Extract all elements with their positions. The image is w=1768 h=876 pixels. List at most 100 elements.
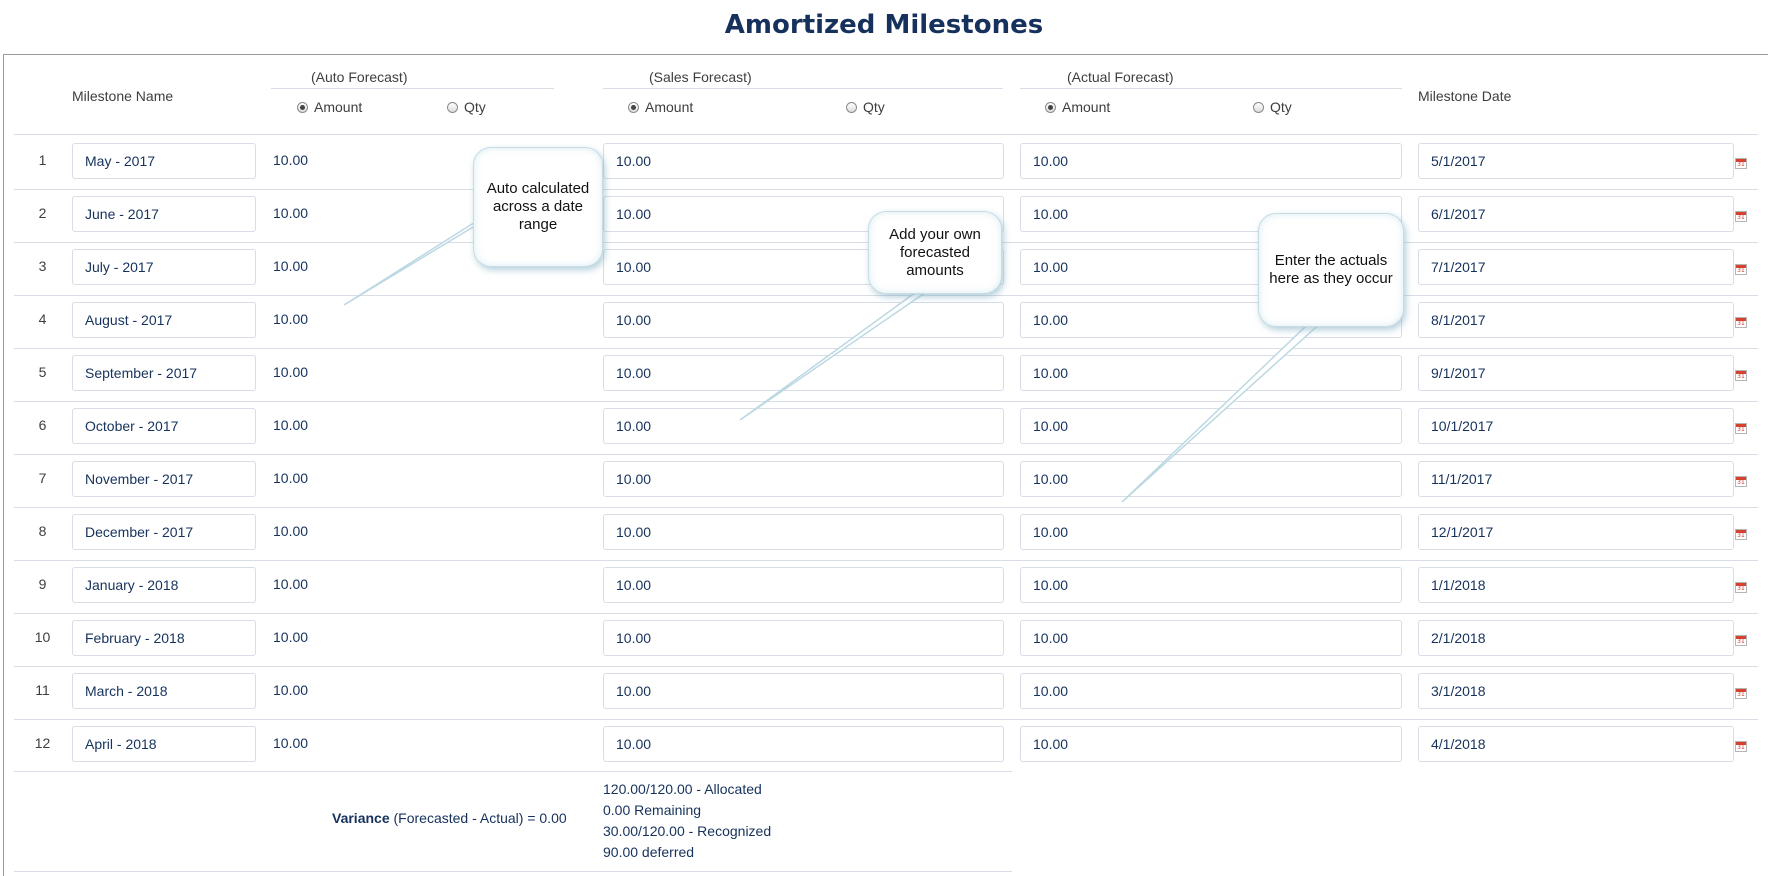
row-number: 2 [38, 205, 47, 221]
actual-forecast-input[interactable]: 10.00 [1020, 408, 1402, 444]
allocated-summary: 120.00/120.00 - Allocated [603, 781, 762, 797]
footer-top-line [14, 771, 1012, 772]
radio-circle[interactable] [1253, 101, 1264, 113]
radio-label: Qty [863, 99, 885, 115]
radio-actual-amount[interactable]: Amount [1045, 99, 1110, 115]
actual-forecast-input[interactable]: 10.00 [1020, 620, 1402, 656]
actual-forecast-input[interactable]: 10.00 [1020, 726, 1402, 762]
calendar-icon-header [1736, 212, 1746, 215]
auto-forecast-value: 10.00 [273, 629, 309, 645]
recognized-summary: 30.00/120.00 - Recognized [603, 823, 772, 839]
milestone-date-input[interactable]: 3/1/2018 [1418, 673, 1734, 709]
milestone-date-input[interactable]: 4/1/2018 [1418, 726, 1734, 762]
sales-forecast-input[interactable]: 10.00 [603, 514, 1004, 550]
auto-forecast-value: 10.00 [273, 205, 309, 221]
sales-forecast-input[interactable]: 10.00 [603, 143, 1004, 179]
row-number: 4 [38, 311, 47, 327]
radio-circle[interactable] [447, 101, 458, 113]
calendar-icon[interactable]: 31 [1735, 688, 1747, 699]
calendar-icon-day: 31 [1737, 585, 1745, 592]
milestone-name-input[interactable]: September - 2017 [72, 355, 256, 391]
auto-forecast-value: 10.00 [273, 258, 309, 274]
milestone-date-input[interactable]: 11/1/2017 [1418, 461, 1734, 497]
milestone-name-input[interactable]: March - 2018 [72, 673, 256, 709]
radio-circle[interactable] [297, 101, 308, 113]
header-group-actual-forecast: (Actual Forecast) [1067, 69, 1174, 85]
radio-circle[interactable] [628, 101, 639, 113]
row-number: 11 [35, 682, 50, 698]
calendar-icon-header [1736, 159, 1746, 162]
milestone-date-input[interactable]: 1/1/2018 [1418, 567, 1734, 603]
milestone-date-input[interactable]: 10/1/2017 [1418, 408, 1734, 444]
calendar-icon[interactable]: 31 [1735, 264, 1747, 275]
calendar-icon[interactable]: 31 [1735, 476, 1747, 487]
page-title: Amortized Milestones [724, 10, 1044, 40]
actual-forecast-input[interactable]: 10.00 [1020, 567, 1402, 603]
sales-forecast-input[interactable]: 10.00 [603, 726, 1004, 762]
milestone-name-input[interactable]: January - 2018 [72, 567, 256, 603]
radio-circle[interactable] [1045, 101, 1056, 113]
radio-label: Qty [464, 99, 486, 115]
calendar-icon[interactable]: 31 [1735, 741, 1747, 752]
actual-forecast-input[interactable]: 10.00 [1020, 673, 1402, 709]
calendar-icon-day: 31 [1737, 161, 1745, 168]
milestones-panel [3, 54, 1768, 876]
sales-forecast-input[interactable]: 10.00 [603, 461, 1004, 497]
sales-forecast-input[interactable]: 10.00 [603, 408, 1004, 444]
milestone-name-input[interactable]: November - 2017 [72, 461, 256, 497]
radio-label: Amount [1062, 99, 1111, 115]
milestone-date-input[interactable]: 12/1/2017 [1418, 514, 1734, 550]
radio-sales-qty[interactable]: Qty [846, 99, 885, 115]
header-group-sales-forecast: (Sales Forecast) [649, 69, 752, 85]
radio-label: Amount [645, 99, 694, 115]
milestone-date-input[interactable]: 5/1/2017 [1418, 143, 1734, 179]
calendar-icon[interactable]: 31 [1735, 317, 1747, 328]
actual-forecast-input[interactable]: 10.00 [1020, 514, 1402, 550]
calendar-icon-day: 31 [1737, 691, 1745, 698]
radio-actual-qty[interactable]: Qty [1253, 99, 1292, 115]
radio-circle[interactable] [846, 101, 857, 113]
calendar-icon[interactable]: 31 [1735, 582, 1747, 593]
calendar-icon[interactable]: 31 [1735, 529, 1747, 540]
milestone-name-input[interactable]: October - 2017 [72, 408, 256, 444]
auto-forecast-value: 10.00 [273, 470, 309, 486]
auto-forecast-value: 10.00 [273, 364, 309, 380]
radio-auto-qty[interactable]: Qty [447, 99, 486, 115]
milestone-name-input[interactable]: February - 2018 [72, 620, 256, 656]
row-number: 1 [38, 152, 47, 168]
milestone-date-input[interactable]: 7/1/2017 [1418, 249, 1734, 285]
radio-sales-amount[interactable]: Amount [628, 99, 693, 115]
actual-forecast-input[interactable]: 10.00 [1020, 355, 1402, 391]
radio-label: Qty [1270, 99, 1292, 115]
milestone-name-input[interactable]: August - 2017 [72, 302, 256, 338]
auto-forecast-value: 10.00 [273, 735, 309, 751]
milestone-name-input[interactable]: April - 2018 [72, 726, 256, 762]
row-number: 12 [34, 735, 51, 751]
milestone-date-input[interactable]: 8/1/2017 [1418, 302, 1734, 338]
calendar-icon-day: 31 [1737, 638, 1745, 645]
sales-forecast-input[interactable]: 10.00 [603, 355, 1004, 391]
calendar-icon[interactable]: 31 [1735, 211, 1747, 222]
milestone-name-input[interactable]: May - 2017 [72, 143, 256, 179]
row-number: 7 [38, 470, 47, 486]
milestone-name-input[interactable]: July - 2017 [72, 249, 256, 285]
calendar-icon[interactable]: 31 [1735, 635, 1747, 646]
calendar-icon[interactable]: 31 [1735, 423, 1747, 434]
calendar-icon-day: 31 [1737, 744, 1745, 751]
sales-forecast-input[interactable]: 10.00 [603, 302, 1004, 338]
sales-forecast-input[interactable]: 10.00 [603, 620, 1004, 656]
milestone-date-input[interactable]: 9/1/2017 [1418, 355, 1734, 391]
row-separator [14, 613, 1758, 614]
actual-forecast-input[interactable]: 10.00 [1020, 461, 1402, 497]
radio-auto-amount[interactable]: Amount [297, 99, 362, 115]
milestone-date-input[interactable]: 6/1/2017 [1418, 196, 1734, 232]
calendar-icon[interactable]: 31 [1735, 370, 1747, 381]
calendar-icon[interactable]: 31 [1735, 158, 1747, 169]
sales-forecast-input[interactable]: 10.00 [603, 567, 1004, 603]
actual-forecast-input[interactable]: 10.00 [1020, 143, 1402, 179]
milestone-name-input[interactable]: December - 2017 [72, 514, 256, 550]
variance-detail: (Forecasted - Actual) = 0.00 [393, 810, 567, 826]
milestone-name-input[interactable]: June - 2017 [72, 196, 256, 232]
sales-forecast-input[interactable]: 10.00 [603, 673, 1004, 709]
milestone-date-input[interactable]: 2/1/2018 [1418, 620, 1734, 656]
